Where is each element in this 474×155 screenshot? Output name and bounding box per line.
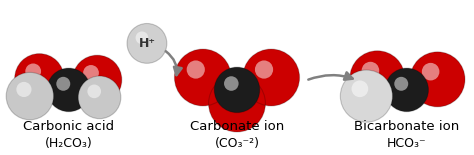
Ellipse shape [56, 77, 70, 91]
Ellipse shape [214, 67, 260, 113]
Ellipse shape [221, 86, 239, 105]
Ellipse shape [255, 60, 273, 79]
Text: HCO₃⁻: HCO₃⁻ [387, 137, 427, 150]
Text: Bicarbonate ion: Bicarbonate ion [354, 120, 459, 133]
Ellipse shape [350, 51, 405, 106]
Ellipse shape [15, 54, 64, 103]
Text: Carbonic acid: Carbonic acid [23, 120, 114, 133]
Text: (CO₃⁻²): (CO₃⁻²) [215, 137, 259, 150]
Ellipse shape [187, 60, 205, 79]
Ellipse shape [127, 24, 167, 63]
Ellipse shape [83, 65, 99, 81]
Ellipse shape [362, 62, 379, 79]
Ellipse shape [136, 31, 148, 44]
FancyArrowPatch shape [308, 72, 353, 80]
Text: H⁺: H⁺ [138, 37, 155, 50]
Ellipse shape [410, 52, 465, 107]
Ellipse shape [352, 80, 368, 97]
Ellipse shape [16, 82, 31, 97]
Ellipse shape [78, 76, 121, 119]
Ellipse shape [224, 76, 238, 91]
Ellipse shape [422, 63, 439, 80]
Ellipse shape [340, 70, 392, 122]
Ellipse shape [209, 75, 265, 132]
Text: (H₂CO₃): (H₂CO₃) [45, 137, 92, 150]
FancyArrowPatch shape [166, 51, 182, 75]
Ellipse shape [73, 55, 122, 104]
Ellipse shape [394, 77, 408, 91]
Ellipse shape [385, 68, 428, 112]
Ellipse shape [174, 49, 231, 106]
Text: Carbonate ion: Carbonate ion [190, 120, 284, 133]
Ellipse shape [87, 84, 101, 98]
Ellipse shape [47, 68, 91, 112]
Ellipse shape [25, 64, 41, 79]
Ellipse shape [6, 72, 54, 120]
Ellipse shape [243, 49, 300, 106]
